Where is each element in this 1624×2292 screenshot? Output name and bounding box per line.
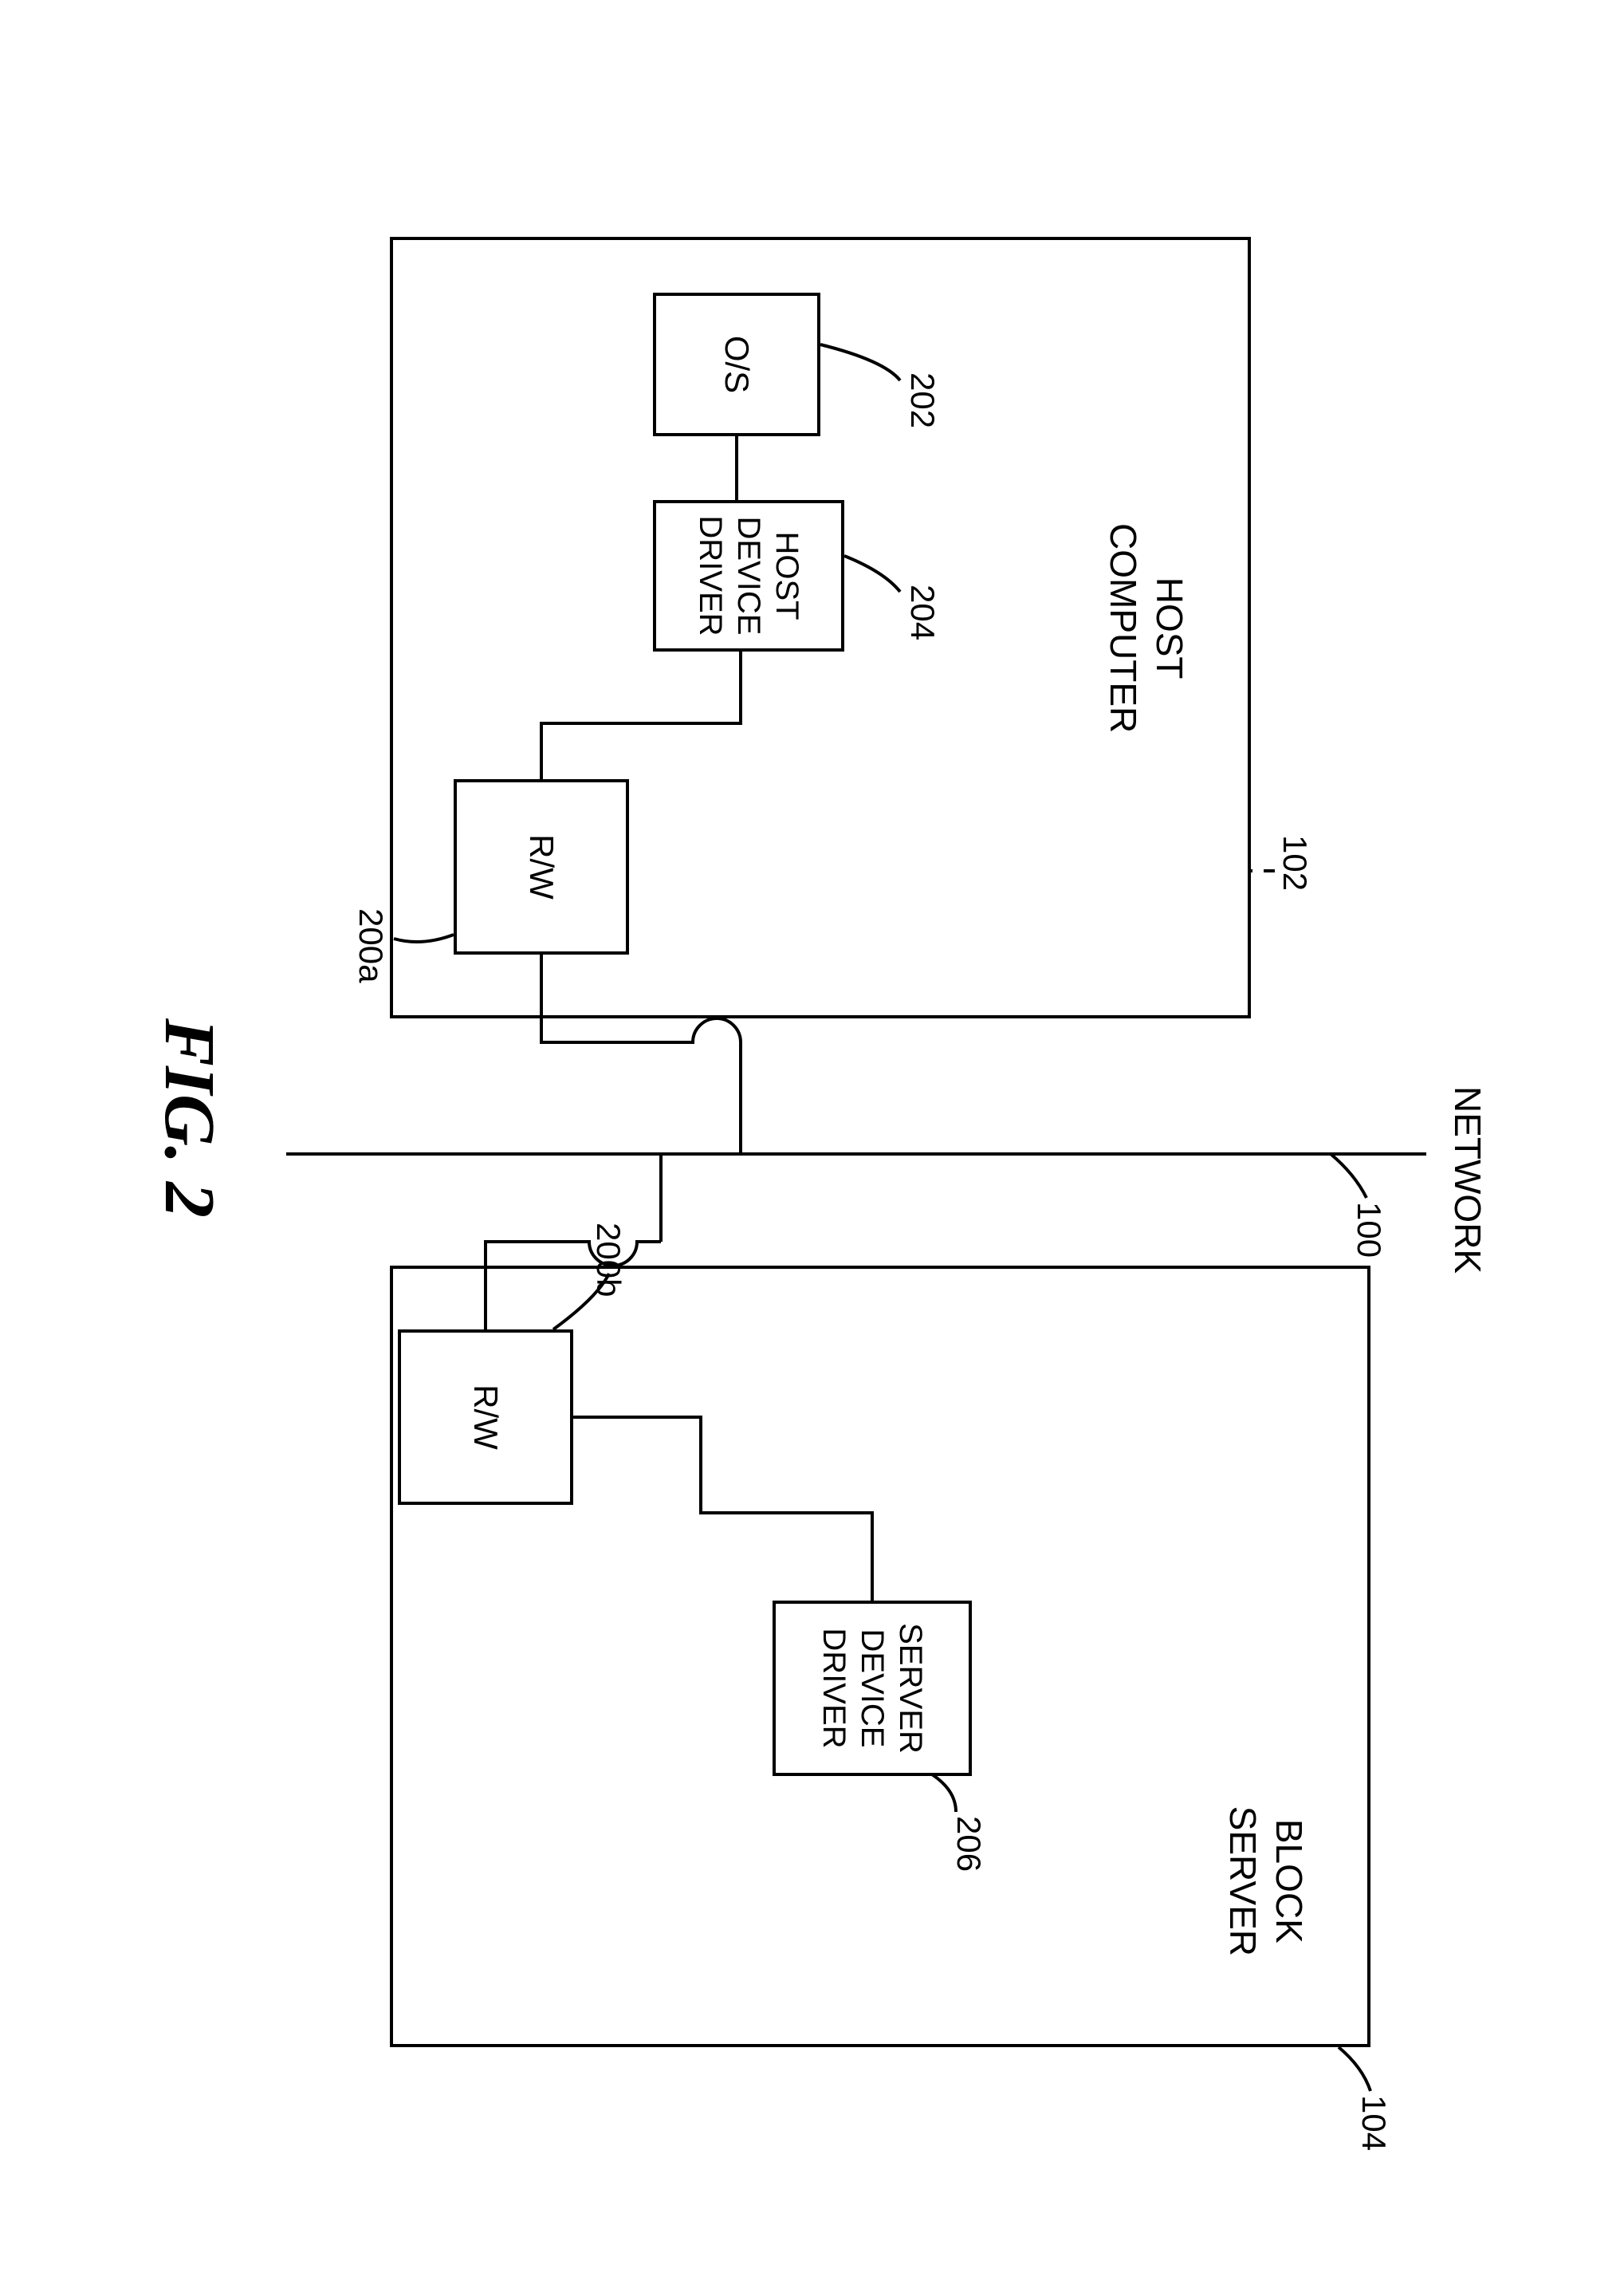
- ref-104: 104: [1355, 2095, 1393, 2151]
- ref-202: 202: [903, 372, 942, 428]
- host-driver-box: HOST DEVICE DRIVER: [653, 500, 844, 652]
- host-rw-label: R/W: [521, 834, 560, 900]
- figure-caption: FIG. 2: [148, 1018, 230, 1218]
- server-rw-box: R/W: [398, 1329, 573, 1505]
- server-rw-label: R/W: [465, 1384, 505, 1450]
- server-title: BLOCK SERVER: [1220, 1806, 1311, 1956]
- network-label: NETWORK: [1444, 1086, 1490, 1274]
- ref-102: 102: [1276, 835, 1314, 891]
- server-driver-label: SERVER DEVICE DRIVER: [815, 1604, 930, 1773]
- ref-204: 204: [903, 585, 942, 640]
- os-box: O/S: [653, 293, 820, 436]
- host-driver-label: HOST DEVICE DRIVER: [691, 503, 806, 648]
- ref-206: 206: [950, 1816, 988, 1872]
- host-rw-box: R/W: [454, 779, 629, 955]
- ref-100: 100: [1350, 1202, 1388, 1258]
- host-title: HOST COMPUTER: [1100, 523, 1192, 733]
- os-label: O/S: [716, 336, 756, 393]
- ref-200b: 200b: [589, 1223, 627, 1297]
- server-driver-box: SERVER DEVICE DRIVER: [773, 1601, 972, 1776]
- ref-200a: 200a: [352, 908, 390, 983]
- block-diagram: NETWORK HOST COMPUTER BLOCK SERVER O/S H…: [95, 109, 1530, 2183]
